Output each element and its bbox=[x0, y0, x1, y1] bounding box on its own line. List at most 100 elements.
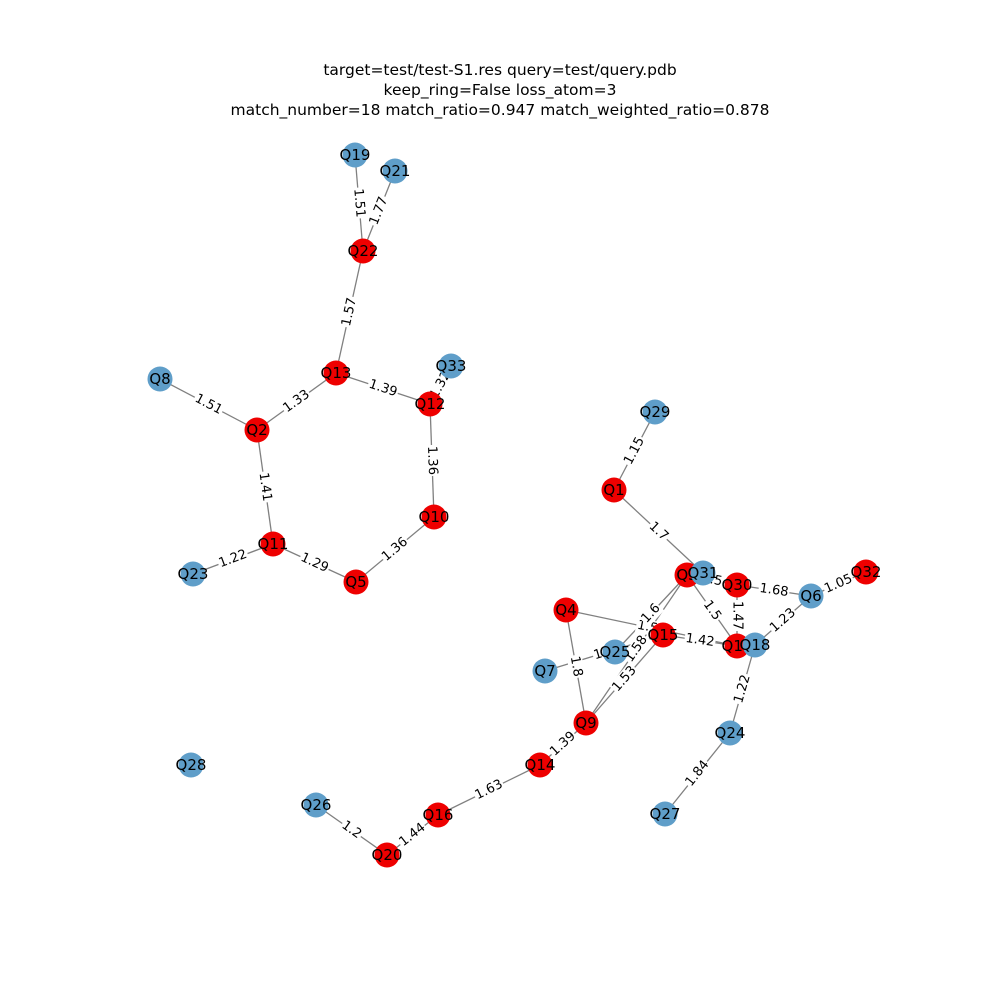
node-label: Q14 bbox=[525, 756, 556, 774]
edge-label: 1.8 bbox=[567, 655, 585, 678]
node-Q27: Q27 bbox=[650, 801, 681, 827]
edge-label: 1.42 bbox=[685, 631, 716, 650]
edge-label-group: 1.51 bbox=[191, 390, 226, 419]
edge-label-group: 1.39 bbox=[365, 376, 401, 401]
matched-node-circle bbox=[553, 597, 579, 623]
edge-label-group: 1.57 bbox=[338, 295, 361, 329]
unmatched-node-circle bbox=[602, 639, 628, 665]
edge-label-background bbox=[337, 817, 366, 843]
edge-label-background bbox=[621, 631, 652, 667]
node-Q2: Q2 bbox=[244, 417, 270, 443]
node-label: Q15 bbox=[648, 626, 679, 644]
node-Q24: Q24 bbox=[715, 720, 745, 746]
matched-node-circle bbox=[374, 842, 400, 868]
edge-label-group: 1.47 bbox=[729, 600, 745, 631]
matched-node-circle bbox=[343, 569, 369, 595]
edge-label-group: 1.53 bbox=[608, 662, 641, 696]
edge-label: 1.15 bbox=[621, 435, 648, 468]
matched-node-circle bbox=[650, 622, 676, 648]
node-label: Q4 bbox=[555, 601, 576, 619]
edge-label-group: 1.77 bbox=[366, 193, 392, 229]
node-label: Q2 bbox=[246, 421, 267, 439]
node-label: Q16 bbox=[423, 806, 454, 824]
node-label: Q30 bbox=[722, 576, 753, 594]
edge-label-background bbox=[681, 756, 714, 791]
node-Q18: Q18 bbox=[740, 632, 770, 658]
edge-labels-layer: 1.511.771.571.51 1.33 1.39 1.321.361.411.36… bbox=[191, 186, 856, 851]
edge-label-background bbox=[350, 186, 368, 220]
node-label: Q12 bbox=[415, 395, 446, 413]
figure-title: target=test/test-S1.res query=test/query… bbox=[0, 60, 1000, 120]
node-Q20: Q20 bbox=[372, 842, 403, 868]
node-label: Q26 bbox=[301, 796, 332, 814]
node-Q12: Q12 bbox=[415, 391, 446, 417]
edges-layer bbox=[159, 154, 867, 856]
edge-label-group: 1.42 bbox=[683, 630, 717, 651]
node-Q25: Q25 bbox=[600, 639, 630, 665]
matched-node-circle bbox=[260, 531, 286, 557]
edge-label-background bbox=[757, 580, 791, 601]
node-Q6: Q6 bbox=[798, 583, 824, 609]
edge-label-background bbox=[255, 470, 275, 504]
node-Q16: Q16 bbox=[423, 802, 454, 828]
edge-label-group: 1.22 bbox=[215, 546, 251, 572]
edge-label-group: 1.22 bbox=[731, 672, 754, 706]
edge-label-background bbox=[566, 654, 586, 679]
edge-label: 1.68 bbox=[759, 581, 790, 600]
unmatched-node-circle bbox=[438, 353, 464, 379]
node-Q28: Q28 bbox=[176, 752, 207, 778]
edge-label-background bbox=[766, 604, 800, 637]
unmatched-node-circle bbox=[742, 632, 768, 658]
unmatched-node-circle bbox=[382, 158, 408, 184]
edge-label-group: 1.68 bbox=[757, 580, 791, 601]
node-label: Q32 bbox=[851, 563, 882, 581]
node-label: Q6 bbox=[800, 587, 821, 605]
unmatched-node-circle bbox=[690, 560, 716, 586]
edge-label: 1.51 bbox=[192, 391, 225, 418]
node-label: Q8 bbox=[149, 370, 170, 388]
edge-label-background bbox=[645, 518, 672, 545]
node-Q5: Q5 bbox=[343, 569, 369, 595]
node-Q1: Q1 bbox=[601, 477, 627, 503]
edge-label-background bbox=[729, 600, 745, 631]
edge-label: 1.5 bbox=[700, 598, 724, 624]
edge-label-group: 1.63 bbox=[471, 776, 507, 804]
edge-label-background bbox=[366, 193, 392, 229]
edge-label-group: 1.15 bbox=[620, 433, 649, 469]
edge-label-background bbox=[637, 600, 665, 627]
node-label: Q7 bbox=[534, 662, 555, 680]
edge-label: 1.41 bbox=[256, 472, 275, 503]
edge-label-group: 1.36 bbox=[378, 533, 412, 566]
edge-label-background bbox=[423, 444, 441, 477]
matched-node-circle bbox=[421, 504, 447, 530]
matched-node-circle bbox=[724, 633, 750, 659]
node-label: Q28 bbox=[176, 756, 207, 774]
node-Q31: Q31 bbox=[688, 560, 718, 586]
node-Q14: Q14 bbox=[525, 752, 556, 778]
node-label: Q33 bbox=[436, 357, 467, 375]
node-label: Q23 bbox=[178, 565, 209, 583]
edge-label: 1.22 bbox=[217, 547, 249, 571]
edge-label-background bbox=[365, 376, 401, 401]
node-Q30: Q30 bbox=[722, 572, 753, 598]
edge-label: 1.51 bbox=[350, 188, 367, 218]
unmatched-node-circle bbox=[180, 561, 206, 587]
edge-label-group: 1.5 bbox=[699, 596, 725, 625]
node-Q29: Q29 bbox=[640, 399, 670, 425]
node-label: Q13 bbox=[321, 364, 352, 382]
edge-label-background bbox=[546, 728, 580, 760]
edge-label-group: 1.8 bbox=[566, 654, 586, 679]
node-label: Q20 bbox=[372, 846, 403, 864]
edge-label-background bbox=[731, 672, 754, 706]
edge-label-background bbox=[699, 596, 725, 625]
edge-label-background bbox=[683, 630, 717, 651]
title-line-3: match_number=18 match_ratio=0.947 match_… bbox=[230, 101, 770, 119]
node-label: Q27 bbox=[650, 805, 681, 823]
matched-node-circle bbox=[573, 710, 599, 736]
matched-node-circle bbox=[527, 752, 553, 778]
edge-label-background bbox=[338, 295, 361, 329]
unmatched-node-circle bbox=[717, 720, 743, 746]
edge-label-background bbox=[471, 776, 507, 804]
edge-label: 1.47 bbox=[730, 601, 745, 630]
